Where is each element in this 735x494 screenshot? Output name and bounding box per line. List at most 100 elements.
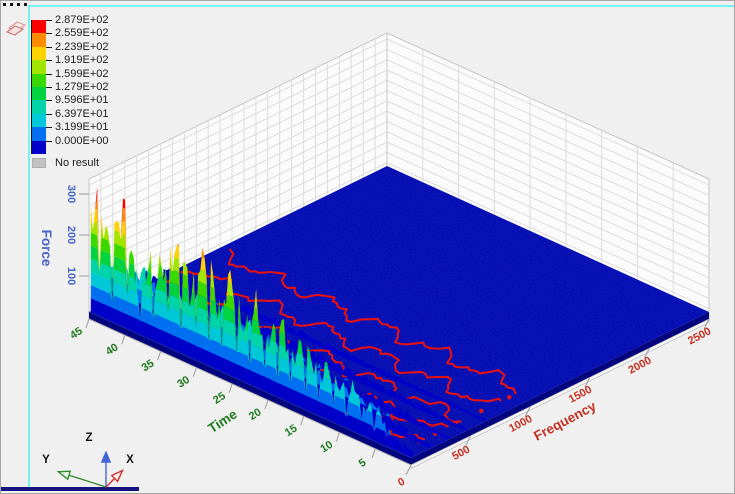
order-line-end-mark — [479, 408, 484, 414]
wall-grid-line — [386, 131, 710, 279]
axis-tick — [524, 406, 531, 417]
legend-level-label: 6.397E+01 — [55, 107, 109, 120]
force-tick-label: 300 — [65, 185, 77, 203]
surface-front-face-time — [89, 312, 411, 465]
legend-color-swatch — [32, 60, 46, 75]
wall-grid-line — [386, 38, 710, 186]
legend-tick — [46, 127, 52, 129]
legend-color-swatch — [32, 46, 46, 61]
axis-tick — [264, 399, 269, 410]
legend-level-label: 9.596E+01 — [55, 94, 109, 107]
time-tick-label: 5 — [357, 457, 369, 470]
drag-handle-dot — [17, 3, 20, 6]
legend-color-swatch — [32, 100, 46, 115]
order-line-group — [180, 270, 502, 414]
wall-grid-line — [88, 59, 388, 207]
wall-grid-line — [386, 79, 710, 227]
time-tick-label: 10 — [318, 439, 335, 456]
axis-tick — [643, 347, 650, 359]
legend-tick — [46, 113, 52, 115]
wall-grid-line — [386, 121, 710, 268]
legend-color-swatch — [32, 87, 46, 101]
wall-grid-line — [386, 110, 710, 258]
triad-y-axis — [59, 472, 107, 488]
window-bottom-strip — [1, 487, 139, 491]
waterfall-display-icon[interactable] — [4, 18, 28, 40]
wall-grid-line — [88, 121, 388, 268]
wall-grid-line — [88, 131, 388, 279]
legend-tick — [46, 46, 52, 48]
legend-level-label: 1.599E+02 — [55, 67, 109, 80]
wall-grid-line — [386, 162, 710, 310]
wall-grid-line — [88, 90, 388, 238]
legend-tick — [46, 87, 52, 88]
drag-handle[interactable] — [3, 2, 29, 8]
legend-level-label: 0.000E+00 — [55, 134, 109, 147]
surface-color-band — [108, 263, 431, 445]
order-line — [180, 270, 502, 403]
legend-level-label: 2.559E+02 — [55, 27, 109, 40]
surface-color-band — [90, 284, 413, 451]
axis-tick — [85, 318, 90, 329]
wall-grid-line — [386, 141, 710, 289]
order-line-group — [227, 248, 517, 400]
icon-front-sheet — [5, 25, 25, 36]
legend-tick — [46, 20, 52, 21]
time-tick-label: 30 — [175, 374, 192, 391]
legend-color-swatch — [32, 73, 46, 88]
triad-z-label: Z — [85, 432, 92, 444]
wall-grid-line — [88, 100, 388, 248]
legend-color-swatch — [32, 20, 46, 34]
legend-color-swatch — [32, 113, 46, 128]
legend-tick — [46, 60, 52, 62]
axis-tick — [405, 464, 412, 476]
wall-grid-line — [386, 69, 710, 217]
legend-tick — [46, 73, 52, 75]
axis-tick — [192, 367, 197, 377]
force-axis-title: Force — [39, 230, 54, 267]
legend-tick — [46, 140, 52, 142]
frequency-axis-rail — [410, 318, 710, 470]
axis-tick — [300, 416, 305, 426]
surface-ridge — [90, 186, 413, 458]
wall-grid-line — [88, 69, 388, 217]
legend-no-result-label: No result — [55, 157, 100, 169]
legend-level-label: 3.199E+01 — [55, 121, 109, 134]
drag-handle-dot — [3, 3, 6, 6]
surface-front-face-freq — [411, 312, 709, 465]
axis-tick — [335, 432, 340, 442]
triad-y-label: Y — [42, 454, 50, 466]
wall-grid-line — [386, 90, 710, 238]
time-tick-label: 20 — [247, 406, 264, 423]
wall-grid-line — [88, 38, 388, 186]
wall-grid-line — [88, 48, 388, 196]
force-tick-label: 200 — [65, 226, 77, 244]
axis-tick — [703, 318, 710, 330]
legend-tick — [46, 100, 52, 102]
surface-ridge — [163, 268, 486, 422]
legend-color-swatch — [32, 140, 46, 155]
time-tick-label: 40 — [104, 341, 121, 358]
drag-handle-dot — [10, 3, 13, 6]
triad-x-label: X — [126, 454, 134, 466]
legend-level-label: 2.879E+02 — [55, 14, 109, 26]
time-tick-label: 25 — [211, 390, 228, 407]
time-tick-label: 45 — [68, 325, 85, 342]
plot-walls — [88, 32, 710, 320]
selection-border-top — [29, 5, 734, 7]
wall-grid-line — [386, 59, 710, 207]
surface-color-band — [90, 232, 413, 451]
surface-color-band — [90, 298, 413, 458]
wall-grid-line — [88, 79, 388, 227]
legend-level-label: 2.239E+02 — [55, 40, 109, 53]
legend-tick — [46, 33, 52, 35]
wall-grid-line — [386, 100, 710, 248]
legend-no-result-swatch — [32, 158, 46, 168]
legend-level-label: 1.279E+02 — [55, 81, 109, 93]
surface — [89, 166, 709, 465]
order-line — [227, 248, 517, 395]
axis-tick — [121, 335, 126, 345]
legend-color-swatch — [32, 33, 46, 48]
